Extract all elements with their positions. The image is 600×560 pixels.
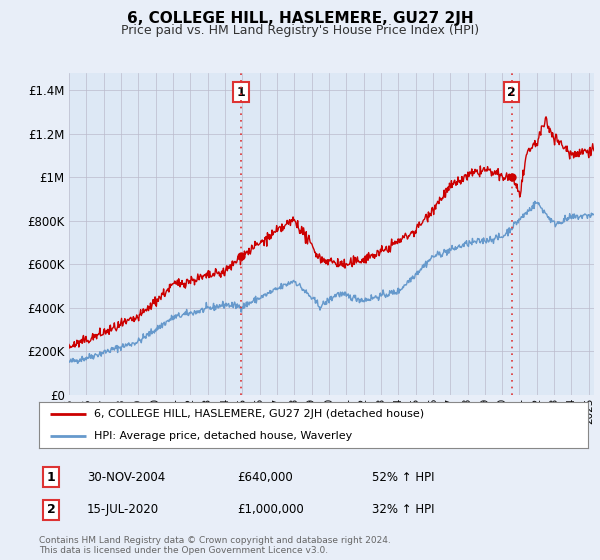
Text: 32% ↑ HPI: 32% ↑ HPI <box>372 503 434 516</box>
Text: 2: 2 <box>507 86 516 99</box>
Text: Price paid vs. HM Land Registry's House Price Index (HPI): Price paid vs. HM Land Registry's House … <box>121 24 479 36</box>
Text: 2: 2 <box>47 503 55 516</box>
Text: 52% ↑ HPI: 52% ↑ HPI <box>372 470 434 484</box>
Text: HPI: Average price, detached house, Waverley: HPI: Average price, detached house, Wave… <box>94 431 352 441</box>
Text: 30-NOV-2004: 30-NOV-2004 <box>87 470 165 484</box>
Text: Contains HM Land Registry data © Crown copyright and database right 2024.: Contains HM Land Registry data © Crown c… <box>39 536 391 545</box>
Text: This data is licensed under the Open Government Licence v3.0.: This data is licensed under the Open Gov… <box>39 546 328 555</box>
Text: 6, COLLEGE HILL, HASLEMERE, GU27 2JH: 6, COLLEGE HILL, HASLEMERE, GU27 2JH <box>127 11 473 26</box>
Text: £1,000,000: £1,000,000 <box>237 503 304 516</box>
Text: 1: 1 <box>47 470 55 484</box>
Text: £640,000: £640,000 <box>237 470 293 484</box>
Text: 1: 1 <box>236 86 245 99</box>
Text: 6, COLLEGE HILL, HASLEMERE, GU27 2JH (detached house): 6, COLLEGE HILL, HASLEMERE, GU27 2JH (de… <box>94 409 424 419</box>
Text: 15-JUL-2020: 15-JUL-2020 <box>87 503 159 516</box>
